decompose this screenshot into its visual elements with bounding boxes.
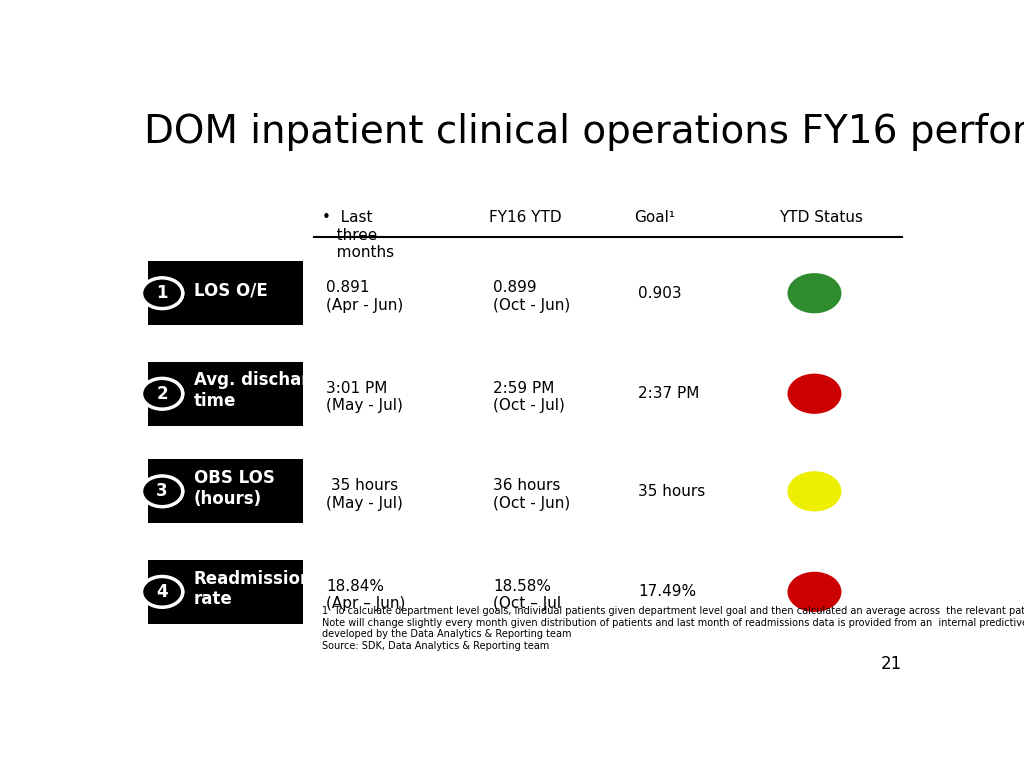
Text: OBS LOS
(hours): OBS LOS (hours) (194, 469, 274, 508)
Text: 18.84%
(Apr – Jun): 18.84% (Apr – Jun) (327, 579, 406, 611)
Text: 3: 3 (157, 482, 168, 500)
Circle shape (787, 374, 842, 414)
Text: Avg. discharge
time: Avg. discharge time (194, 372, 333, 410)
Circle shape (787, 571, 842, 612)
FancyBboxPatch shape (147, 459, 303, 523)
Text: YTD Status: YTD Status (778, 210, 863, 226)
Circle shape (140, 475, 184, 508)
Circle shape (141, 577, 182, 607)
Text: 17.49%: 17.49% (638, 584, 696, 599)
Text: 18.58%
(Oct – Jul: 18.58% (Oct – Jul (494, 579, 561, 611)
Text: 4: 4 (157, 583, 168, 601)
Text: 2:37 PM: 2:37 PM (638, 386, 699, 401)
Text: 0.903: 0.903 (638, 286, 682, 301)
Text: 1: 1 (157, 284, 168, 303)
Text: FY16 YTD: FY16 YTD (489, 210, 562, 226)
Circle shape (141, 476, 182, 507)
Text: 2: 2 (157, 385, 168, 402)
Text: 0.891
(Apr - Jun): 0.891 (Apr - Jun) (327, 280, 403, 313)
Circle shape (141, 278, 182, 309)
Circle shape (787, 273, 842, 313)
Text: 36 hours
(Oct - Jun): 36 hours (Oct - Jun) (494, 478, 570, 511)
Text: 35 hours
(May - Jul): 35 hours (May - Jul) (327, 478, 403, 511)
Text: 3:01 PM
(May - Jul): 3:01 PM (May - Jul) (327, 381, 403, 413)
Text: LOS O/E: LOS O/E (194, 281, 267, 300)
Circle shape (140, 377, 184, 410)
Circle shape (140, 276, 184, 310)
Text: 21: 21 (881, 655, 902, 673)
Text: 2:59 PM
(Oct - Jul): 2:59 PM (Oct - Jul) (494, 381, 565, 413)
Text: 1  To calculate department level goals, individual patients given department lev: 1 To calculate department level goals, i… (323, 606, 1024, 651)
Text: 35 hours: 35 hours (638, 484, 706, 499)
FancyBboxPatch shape (147, 560, 303, 624)
Text: Readmission
rate: Readmission rate (194, 570, 312, 608)
Circle shape (140, 575, 184, 608)
Circle shape (787, 472, 842, 511)
FancyBboxPatch shape (147, 261, 303, 325)
Text: DOM inpatient clinical operations FY16 performance: DOM inpatient clinical operations FY16 p… (143, 113, 1024, 151)
Text: 0.899
(Oct - Jun): 0.899 (Oct - Jun) (494, 280, 570, 313)
Text: •  Last
   three
   months: • Last three months (323, 210, 394, 260)
FancyBboxPatch shape (147, 362, 303, 425)
Circle shape (141, 379, 182, 409)
Text: Goal¹: Goal¹ (634, 210, 675, 226)
